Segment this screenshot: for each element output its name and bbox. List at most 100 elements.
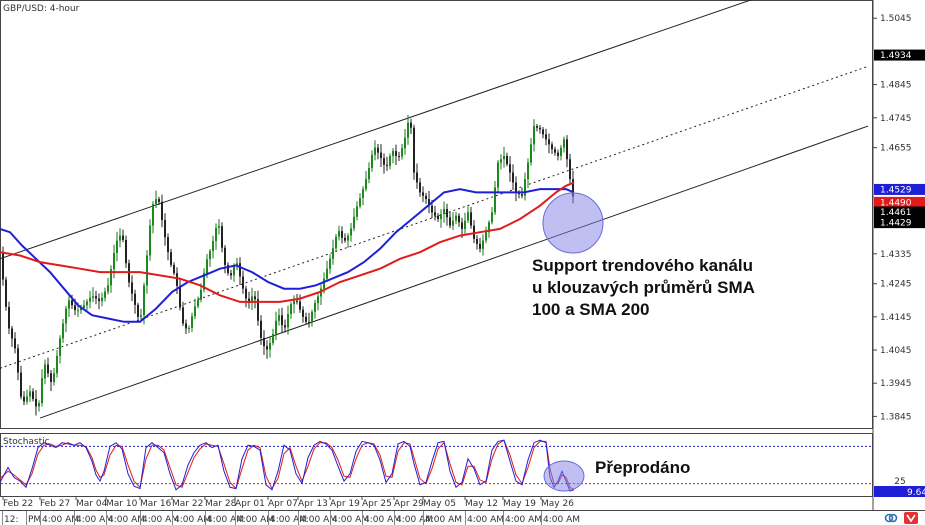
candle-body — [59, 338, 61, 356]
stochastic-value-text: 9.64 — [907, 488, 925, 498]
candle-body — [47, 364, 49, 374]
candle-body — [137, 304, 139, 317]
candle-body — [227, 264, 229, 274]
trend-channel — [0, 0, 869, 419]
candle-body — [110, 269, 112, 286]
price-tag-label: 1.4461 — [880, 208, 912, 218]
candle-body — [122, 235, 124, 240]
sma-line-200 — [0, 181, 575, 303]
candle-body — [74, 305, 76, 311]
candle-body — [167, 237, 169, 253]
candle-body — [8, 306, 10, 329]
stochastic-main-line — [0, 439, 575, 492]
candle-body — [398, 155, 400, 157]
candle-body — [116, 240, 118, 253]
candle-body — [416, 172, 418, 183]
candle-body — [155, 199, 157, 205]
candle-body — [428, 199, 430, 206]
channel-middle-line — [0, 65, 869, 369]
x-time-label: 4:00 AM — [174, 515, 211, 525]
price-tag — [874, 196, 925, 208]
channel-lower-line — [39, 125, 869, 419]
candle-body — [5, 279, 7, 307]
candle-body — [92, 296, 94, 298]
x-date-label: May 26 — [541, 499, 574, 509]
chart-title: GBP/USD: 4-hour — [3, 4, 80, 14]
candle-body — [563, 139, 565, 148]
x-date-label: Mar 28 — [205, 499, 237, 509]
x-date-label: Feb 22 — [3, 499, 33, 509]
candle-body — [500, 159, 502, 163]
link-icon[interactable] — [884, 513, 898, 523]
candle-body — [200, 289, 202, 300]
candle-body — [452, 220, 454, 226]
y-tick-label: 1.4335 — [880, 250, 912, 260]
candle-body — [308, 321, 310, 323]
candle-body — [311, 311, 313, 322]
candle-body — [470, 212, 472, 226]
candle-body — [524, 179, 526, 196]
candle-body — [572, 179, 574, 197]
candle-body — [494, 187, 496, 213]
candle-body — [182, 307, 184, 324]
x-time-label: 4:00 AM — [364, 515, 401, 525]
candle-body — [485, 232, 487, 241]
price-tag — [874, 206, 925, 218]
x-date-label: May 12 — [465, 499, 498, 509]
support-annotation: Support trendového kanálu u klouzavých p… — [532, 256, 759, 319]
candle-body — [482, 240, 484, 249]
candle-body — [317, 296, 319, 304]
candle-body — [32, 391, 34, 399]
candle-body — [368, 168, 370, 180]
candle-body — [374, 147, 376, 155]
candle-body — [356, 206, 358, 217]
candle-body — [461, 222, 463, 229]
candle-body — [191, 316, 193, 328]
candle-body — [185, 323, 187, 329]
candle-body — [458, 215, 460, 223]
candle-body — [221, 226, 223, 248]
price-tag — [874, 217, 925, 229]
candle-body — [353, 216, 355, 229]
candle-body — [383, 158, 385, 165]
candle-body — [242, 276, 244, 289]
candle-body — [491, 212, 493, 223]
candle-body — [224, 247, 226, 265]
candle-body — [566, 139, 568, 160]
sma-line-100 — [0, 188, 575, 323]
support-annotation-line-1: Support trendového kanálu — [532, 256, 753, 275]
candle-body — [152, 204, 154, 226]
y-tick-label: 1.4245 — [880, 280, 912, 290]
candle-body — [170, 252, 172, 265]
candle-body — [323, 278, 325, 289]
candle-body — [212, 241, 214, 252]
candle-body — [365, 179, 367, 190]
candle-body — [512, 172, 514, 183]
chart-title-bg — [1, 1, 73, 14]
price-panel-frame — [0, 0, 873, 429]
candle-body — [44, 364, 46, 379]
x-time-label: 4:00 AM — [425, 515, 462, 525]
x-time-label: 4:00 AM — [42, 515, 79, 525]
candle-body — [296, 300, 298, 302]
x-date-label: May 05 — [423, 499, 456, 509]
x-time-label: 4:00 AM — [108, 515, 145, 525]
candle-body — [425, 195, 427, 200]
candle-body — [236, 263, 238, 266]
candle-body — [38, 403, 40, 407]
price-tag-label: 1.4429 — [880, 219, 912, 229]
candle-body — [299, 301, 301, 310]
candle-body — [101, 297, 103, 302]
candle-body — [287, 314, 289, 328]
candle-body — [230, 273, 232, 276]
candle-body — [86, 301, 88, 306]
stochastic-title-bg — [1, 435, 47, 447]
candle-body — [194, 306, 196, 317]
candle-body — [479, 243, 481, 249]
candle-body — [77, 310, 79, 312]
candle-body — [17, 348, 19, 373]
candle-body — [335, 236, 337, 249]
candle-body — [35, 398, 37, 407]
candle-body — [41, 378, 43, 404]
